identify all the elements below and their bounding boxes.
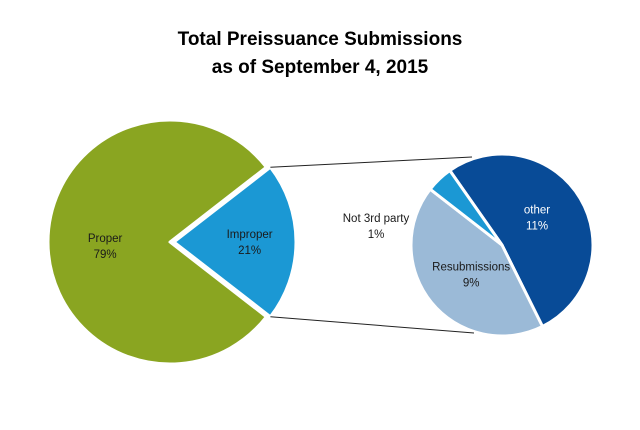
- data-label-proper: Proper 79%: [88, 233, 123, 261]
- breakdown-pie: [409, 152, 595, 338]
- data-label-improper-value: 21%: [238, 245, 261, 257]
- chart-title-line-2: as of September 4, 2015: [211, 57, 429, 78]
- data-label-resubmissions: Resubmissions 9%: [432, 261, 510, 289]
- data-label-not-3rd-party: Not 3rd party 1%: [343, 213, 410, 241]
- data-label-other: other 11%: [524, 204, 550, 232]
- data-label-improper: Improper 21%: [227, 229, 273, 257]
- data-label-resubmissions-name: Resubmissions: [432, 261, 510, 273]
- connector-line-top: [270, 156, 473, 168]
- slice-other: [448, 152, 595, 328]
- data-label-not-3rd-party-name: Not 3rd party: [343, 213, 410, 225]
- slice-resubmissions: [409, 187, 544, 338]
- slice-proper: [46, 118, 268, 366]
- connector-lines: [270, 156, 475, 334]
- data-label-not-3rd-party-value: 1%: [368, 229, 385, 241]
- data-label-proper-value: 79%: [94, 249, 117, 261]
- connector-line-bottom: [270, 316, 475, 334]
- data-label-other-name: other: [524, 204, 550, 216]
- slice-not-3rd-party: [428, 168, 504, 247]
- data-label-improper-name: Improper: [227, 229, 273, 241]
- chart-title-line-1: Total Preissuance Submissions: [177, 29, 463, 50]
- chart-title: Total Preissuance Submissions as of Sept…: [0, 26, 640, 82]
- data-label-resubmissions-value: 9%: [463, 277, 480, 289]
- slice-improper: [172, 165, 298, 319]
- data-label-proper-name: Proper: [88, 233, 123, 245]
- data-label-other-value: 11%: [526, 220, 548, 232]
- main-pie: [46, 118, 298, 366]
